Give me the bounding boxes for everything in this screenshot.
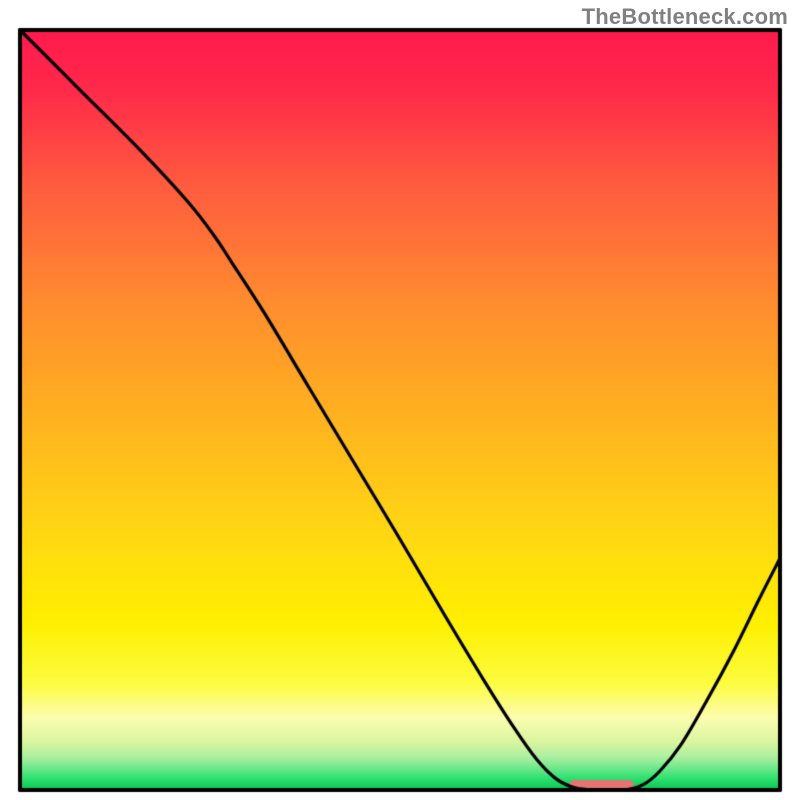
bottleneck-chart-canvas [0, 0, 800, 800]
chart-container: TheBottleneck.com [0, 0, 800, 800]
watermark-text: TheBottleneck.com [582, 4, 788, 30]
